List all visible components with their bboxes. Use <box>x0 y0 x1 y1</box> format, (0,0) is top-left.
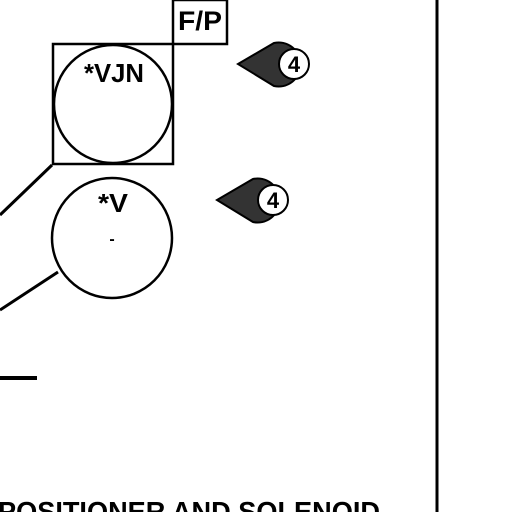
note-flag-1: 4 <box>236 41 310 88</box>
instrument-bottom-mark: - <box>109 231 114 248</box>
instrument-bubble-bottom <box>50 176 174 300</box>
connection-line-top <box>0 163 54 217</box>
note-flag-1-number: 4 <box>288 52 301 77</box>
connection-line-bottom <box>0 270 59 312</box>
instrument-bottom-label: *V <box>98 188 129 218</box>
note-flag-2-number: 4 <box>267 188 280 213</box>
note-flag-2: 4 <box>215 177 289 224</box>
fp-box-label: F/P <box>178 6 222 36</box>
instrument-top-label: *VJN <box>84 58 144 88</box>
shared-display-square <box>51 42 175 166</box>
instrument-bubble-top <box>52 43 174 165</box>
fp-box <box>171 0 229 46</box>
diagram-caption: POSITIONER AND SOLENOID <box>0 496 380 512</box>
